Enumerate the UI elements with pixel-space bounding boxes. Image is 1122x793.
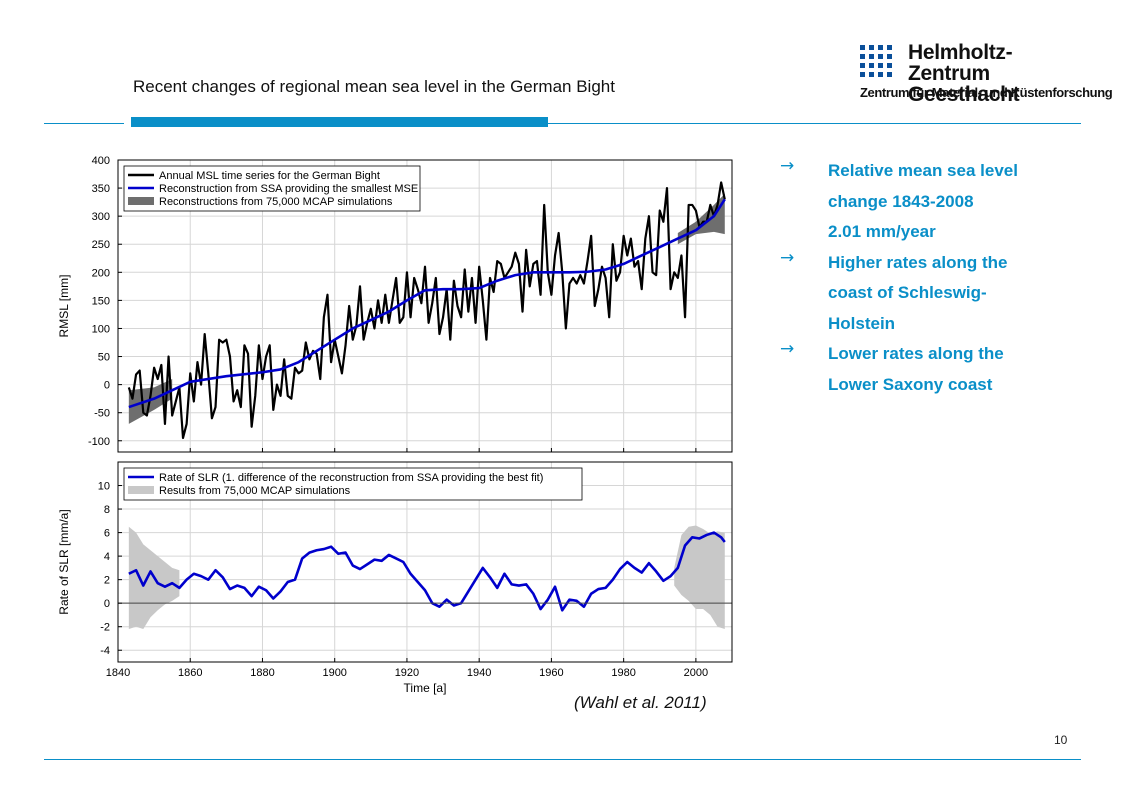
- y-tick-label: -50: [94, 408, 110, 420]
- page-number: 10: [1054, 733, 1068, 747]
- x-tick-label: 1880: [250, 667, 274, 679]
- bullet-line: Higher rates along the: [828, 252, 1008, 272]
- x-tick-label: 1960: [539, 667, 563, 679]
- arrow-right-icon: →: [780, 156, 795, 176]
- y-tick-label: 4: [104, 551, 110, 563]
- logo-dot-grid-icon: [860, 45, 892, 77]
- footer-rule: [44, 759, 1081, 760]
- y-tick-label: -4: [100, 645, 110, 657]
- legend-label: Reconstruction from SSA providing the sm…: [159, 183, 418, 195]
- bullet-line: 2.01 mm/year: [828, 222, 936, 241]
- plot-frame: [117, 461, 733, 663]
- x-tick-label: 1840: [106, 667, 130, 679]
- y-axis-label: Rate of SLR [mm/a]: [57, 509, 71, 614]
- y-tick-label: 150: [92, 295, 110, 307]
- header-accent-bar: [131, 117, 548, 127]
- y-tick-label: 50: [98, 352, 110, 364]
- bullet-line: coast of Schleswig-: [828, 283, 987, 302]
- bullet-line: Lower rates along the: [828, 344, 1004, 363]
- arrow-right-icon: →: [780, 339, 795, 359]
- citation: (Wahl et al. 2011): [574, 693, 707, 712]
- y-tick-label: 100: [92, 323, 110, 335]
- y-tick-label: 400: [92, 155, 110, 167]
- y-tick-label: 200: [92, 267, 110, 279]
- legend-box: [123, 165, 421, 212]
- y-tick-label: 10: [98, 481, 110, 493]
- slide-title: Recent changes of regional mean sea leve…: [133, 77, 615, 96]
- y-tick-label: 0: [104, 598, 110, 610]
- logo-subtitle: Zentrum für Material- und Küstenforschun…: [860, 85, 1113, 100]
- logo-name-line1: Helmholtz-Zentrum: [908, 41, 1013, 85]
- arrow-right-icon: →: [780, 247, 795, 268]
- legend-box: [123, 467, 583, 501]
- y-tick-label: 6: [104, 528, 110, 540]
- y-tick-label: 250: [92, 239, 110, 251]
- legend-swatch: [128, 486, 154, 494]
- y-tick-label: 2: [104, 575, 110, 587]
- bullet-item: → Lower rates along the Lower Saxony coa…: [778, 339, 1078, 400]
- bullet-line: Lower Saxony coast: [828, 374, 993, 394]
- header-rule-right: [548, 123, 1081, 124]
- bullet-line: Relative mean sea level: [828, 161, 1018, 180]
- x-tick-label: 2000: [684, 667, 708, 679]
- header-rule-left: [44, 123, 124, 124]
- legend-label: Reconstructions from 75,000 MCAP simulat…: [159, 196, 393, 208]
- bullet-item: → Higher rates along the coast of Schles…: [778, 248, 1078, 340]
- msl-series-line: [127, 181, 726, 440]
- legend-label: Rate of SLR (1. difference of the recons…: [159, 472, 543, 484]
- plot-frame: [117, 159, 733, 453]
- logo-name-line2: Geesthacht: [908, 83, 1020, 106]
- x-tick-label: 1900: [322, 667, 346, 679]
- x-tick-label: 1940: [467, 667, 491, 679]
- legend-label: Annual MSL time series for the German Bi…: [159, 170, 380, 182]
- mcap-band: [677, 193, 725, 245]
- bullet-line: Holstein: [828, 313, 896, 333]
- legend-label: Results from 75,000 MCAP simulations: [159, 485, 351, 497]
- helmholtz-logo: Helmholtz-Zentrum Geesthacht Zentrum für…: [860, 42, 1113, 105]
- bullet-item: → Relative mean sea level change 1843-20…: [778, 156, 1078, 248]
- x-axis-label: Time [a]: [404, 681, 447, 695]
- y-tick-label: 8: [104, 504, 110, 516]
- y-tick-label: -2: [100, 622, 110, 634]
- bullet-line: change 1843-2008: [828, 191, 974, 211]
- y-tick-label: 300: [92, 211, 110, 223]
- x-tick-label: 1860: [178, 667, 202, 679]
- x-tick-label: 1980: [611, 667, 635, 679]
- reconstruction-line: [128, 531, 726, 612]
- reconstruction-line: [128, 198, 726, 409]
- logo-name: Helmholtz-Zentrum Geesthacht: [908, 42, 1090, 105]
- y-tick-label: 0: [104, 380, 110, 392]
- x-tick-label: 1920: [395, 667, 419, 679]
- y-tick-label: -100: [88, 436, 110, 448]
- bullet-list: → Relative mean sea level change 1843-20…: [778, 156, 1078, 400]
- y-tick-label: 350: [92, 183, 110, 195]
- legend-swatch: [128, 197, 154, 205]
- y-axis-label: RMSL [mm]: [57, 275, 71, 338]
